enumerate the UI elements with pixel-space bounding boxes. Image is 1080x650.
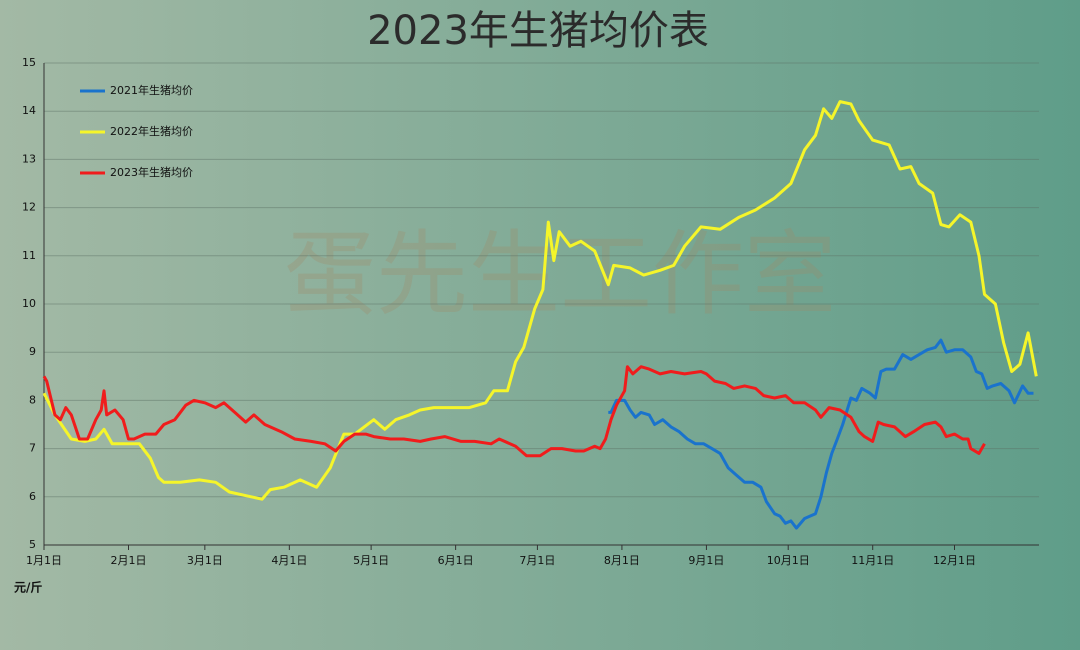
x-tick-label: 7月1日 xyxy=(519,554,555,567)
y-unit: 元/斤 xyxy=(14,580,42,595)
x-tick-label: 5月1日 xyxy=(353,554,389,567)
legend-label: 2023年生猪均价 xyxy=(110,165,193,179)
y-tick-label: 9 xyxy=(29,345,36,358)
x-tick-label: 3月1日 xyxy=(187,554,223,567)
y-tick-label: 11 xyxy=(22,249,36,262)
watermark: 蛋先生工作室 xyxy=(284,221,836,328)
y-tick-label: 6 xyxy=(29,490,36,503)
series-line xyxy=(42,365,986,458)
x-tick-label: 6月1日 xyxy=(438,554,474,567)
x-tick-label: 10月1日 xyxy=(767,554,810,567)
chart-title: 2023年生猪均价表 xyxy=(367,8,709,54)
y-tick-label: 12 xyxy=(22,201,36,214)
x-tick-label: 11月1日 xyxy=(851,554,894,567)
y-tick-label: 10 xyxy=(22,297,36,310)
series-line xyxy=(42,100,1038,501)
x-tick-label: 12月1日 xyxy=(933,554,976,567)
legend-label: 2022年生猪均价 xyxy=(110,124,193,138)
y-tick-label: 13 xyxy=(22,152,36,165)
x-tick-label: 2月1日 xyxy=(111,554,147,567)
y-tick-label: 7 xyxy=(29,442,36,455)
x-tick-label: 8月1日 xyxy=(604,554,640,567)
x-tick-label: 1月1日 xyxy=(26,554,62,567)
y-tick-label: 15 xyxy=(22,56,36,69)
y-tick-label: 5 xyxy=(29,538,36,551)
legend-label: 2021年生猪均价 xyxy=(110,83,193,97)
x-tick-label: 9月1日 xyxy=(688,554,724,567)
x-tick-label: 4月1日 xyxy=(271,554,307,567)
y-tick-label: 14 xyxy=(22,104,36,117)
y-tick-label: 8 xyxy=(29,393,36,406)
series-line xyxy=(608,338,1034,530)
